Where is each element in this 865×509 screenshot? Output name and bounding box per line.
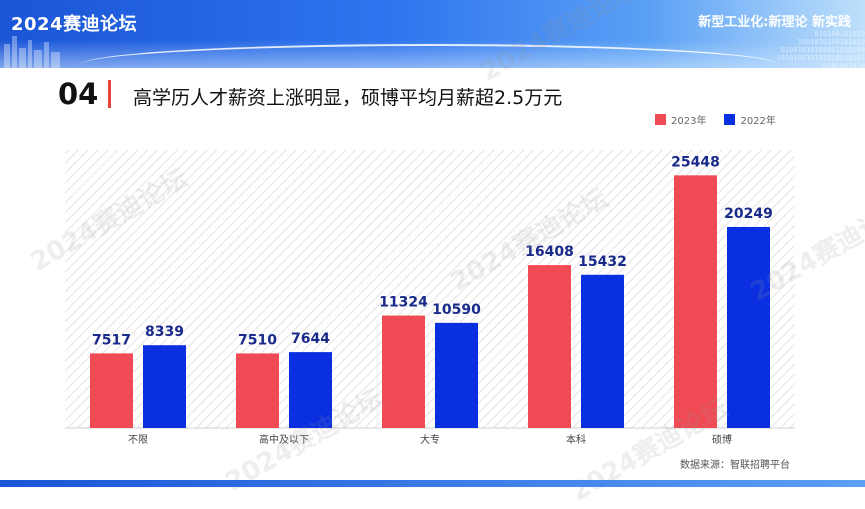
plot-area [65, 150, 795, 428]
data-label: 7517 [92, 332, 131, 348]
category-label: 大专 [420, 433, 440, 446]
bar-2023-0 [90, 353, 133, 428]
data-label: 10590 [432, 302, 481, 318]
data-label: 15432 [578, 254, 627, 270]
city-skyline-icon [4, 36, 60, 68]
legend-label-2023: 2023年 [671, 116, 707, 127]
data-label: 16408 [525, 244, 574, 260]
category-label: 本科 [566, 433, 586, 446]
bottom-strip [0, 480, 865, 487]
data-label: 7510 [238, 332, 277, 348]
category-label: 硕博 [712, 433, 732, 446]
data-label: 7644 [291, 331, 330, 347]
bar-2022-1 [289, 352, 332, 428]
legend-item-2022: 2022年 [724, 112, 776, 127]
chart-legend: 2023年 2022年 [655, 112, 794, 127]
bar-2023-2 [382, 315, 425, 428]
data-label: 25448 [671, 154, 720, 170]
bar-2022-0 [143, 345, 186, 428]
legend-swatch-2023 [655, 114, 666, 125]
data-source: 数据来源：智联招聘平台 [680, 460, 790, 471]
bar-2023-4 [674, 175, 717, 428]
legend-label-2022: 2022年 [740, 116, 776, 127]
bar-2023-3 [528, 265, 571, 428]
category-label: 高中及以下 [259, 433, 309, 446]
bar-2022-3 [581, 274, 624, 428]
binary-decoration: 010100101010 1001010100101010 0100101010… [776, 30, 865, 68]
section-divider [108, 80, 111, 108]
data-label: 8339 [145, 324, 184, 340]
category-label: 不限 [128, 434, 148, 446]
legend-item-2023: 2023年 [655, 112, 706, 127]
banner-swoosh [80, 44, 780, 68]
brand-title: 2024赛迪论坛 [11, 14, 138, 35]
data-label: 20249 [724, 206, 773, 222]
bar-2022-2 [435, 322, 478, 428]
data-label: 11324 [379, 295, 428, 311]
section-number: 04 [58, 77, 99, 111]
legend-swatch-2022 [724, 114, 736, 125]
header-banner: 2024赛迪论坛 新型工业化:新理论 新实践 010100101010 1001… [0, 0, 865, 68]
slogan: 新型工业化:新理论 新实践 [698, 15, 851, 30]
bar-2022-4 [727, 226, 770, 428]
page-headline: 高学历人才薪资上涨明显，硕博平均月薪超2.5万元 [133, 87, 563, 109]
bar-2023-1 [236, 353, 279, 428]
